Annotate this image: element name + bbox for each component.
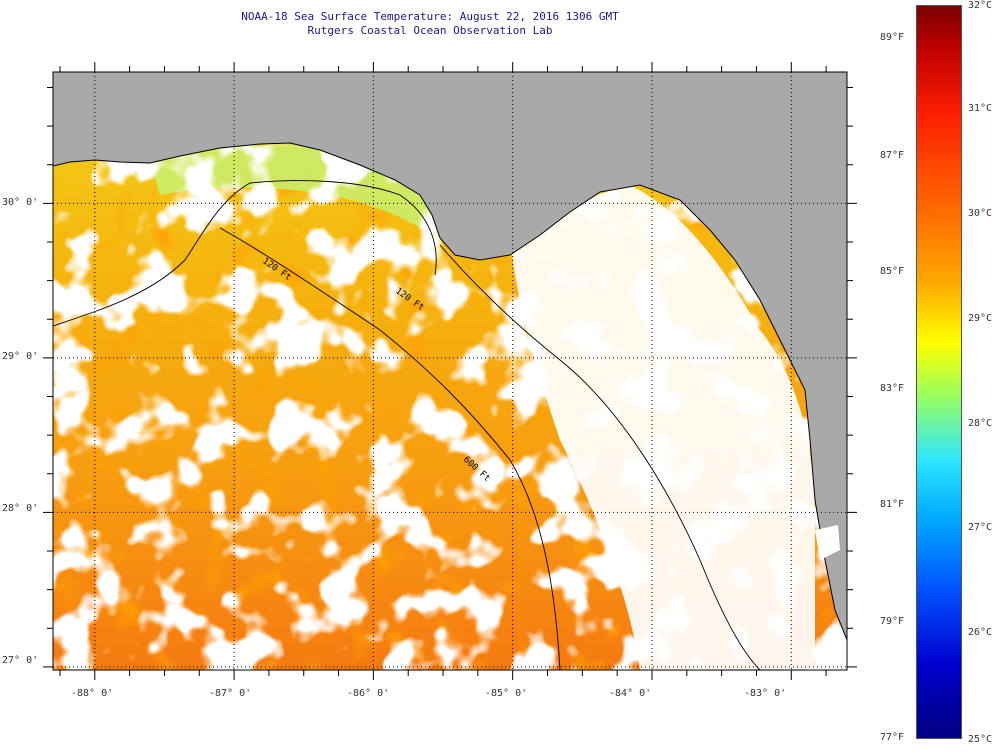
colorbar-celsius-label: 27°C xyxy=(968,522,993,533)
isobath-line xyxy=(439,244,761,670)
colorbar-fahrenheit-label: 77°F xyxy=(880,732,905,743)
eastern-shelf-clouds xyxy=(510,185,815,670)
colorbar-celsius-label: 32°C xyxy=(968,0,993,11)
lon-label: -83° 0' xyxy=(744,688,787,699)
colorbar-celsius-label: 28°C xyxy=(968,418,993,429)
sst-colorbar xyxy=(916,5,962,739)
lon-label: -85° 0' xyxy=(485,688,528,699)
colorbar-fahrenheit-label: 79°F xyxy=(880,616,905,627)
map-subtitle: Rutgers Coastal Ocean Observation Lab xyxy=(307,24,553,37)
lon-label: -88° 0' xyxy=(71,688,114,699)
colorbar-fahrenheit-label: 87°F xyxy=(880,150,905,161)
lat-label: 29° 0' xyxy=(2,351,39,362)
colorbar-fahrenheit-label: 81°F xyxy=(880,499,905,510)
map-title-block: NOAA-18 Sea Surface Temperature: August … xyxy=(0,10,860,38)
colorbar-fahrenheit-label: 85°F xyxy=(880,266,905,277)
map-frame xyxy=(52,71,848,671)
lat-label: 28° 0' xyxy=(2,503,39,514)
lat-label: 30° 0' xyxy=(2,197,39,208)
colorbar-celsius-label: 26°C xyxy=(968,627,993,638)
colorbar-fahrenheit-label: 89°F xyxy=(880,32,905,43)
isobath-line xyxy=(53,180,437,327)
map-title: NOAA-18 Sea Surface Temperature: August … xyxy=(241,10,619,23)
colorbar-fahrenheit-label: 83°F xyxy=(880,383,905,394)
colorbar-celsius-label: 30°C xyxy=(968,208,993,219)
inland-water xyxy=(815,525,840,560)
graticule xyxy=(53,72,847,670)
isobath-line xyxy=(219,227,561,670)
lon-label: -86° 0' xyxy=(347,688,390,699)
colorbar-celsius-label: 25°C xyxy=(968,734,993,745)
colorbar-celsius-label: 31°C xyxy=(968,103,993,114)
lon-label: -87° 0' xyxy=(209,688,252,699)
colorbar-celsius-label: 29°C xyxy=(968,313,993,324)
land-mass xyxy=(53,72,847,641)
lon-label: -84° 0' xyxy=(609,688,652,699)
lat-label: 27° 0' xyxy=(2,655,39,666)
axis-ticks xyxy=(43,62,857,680)
